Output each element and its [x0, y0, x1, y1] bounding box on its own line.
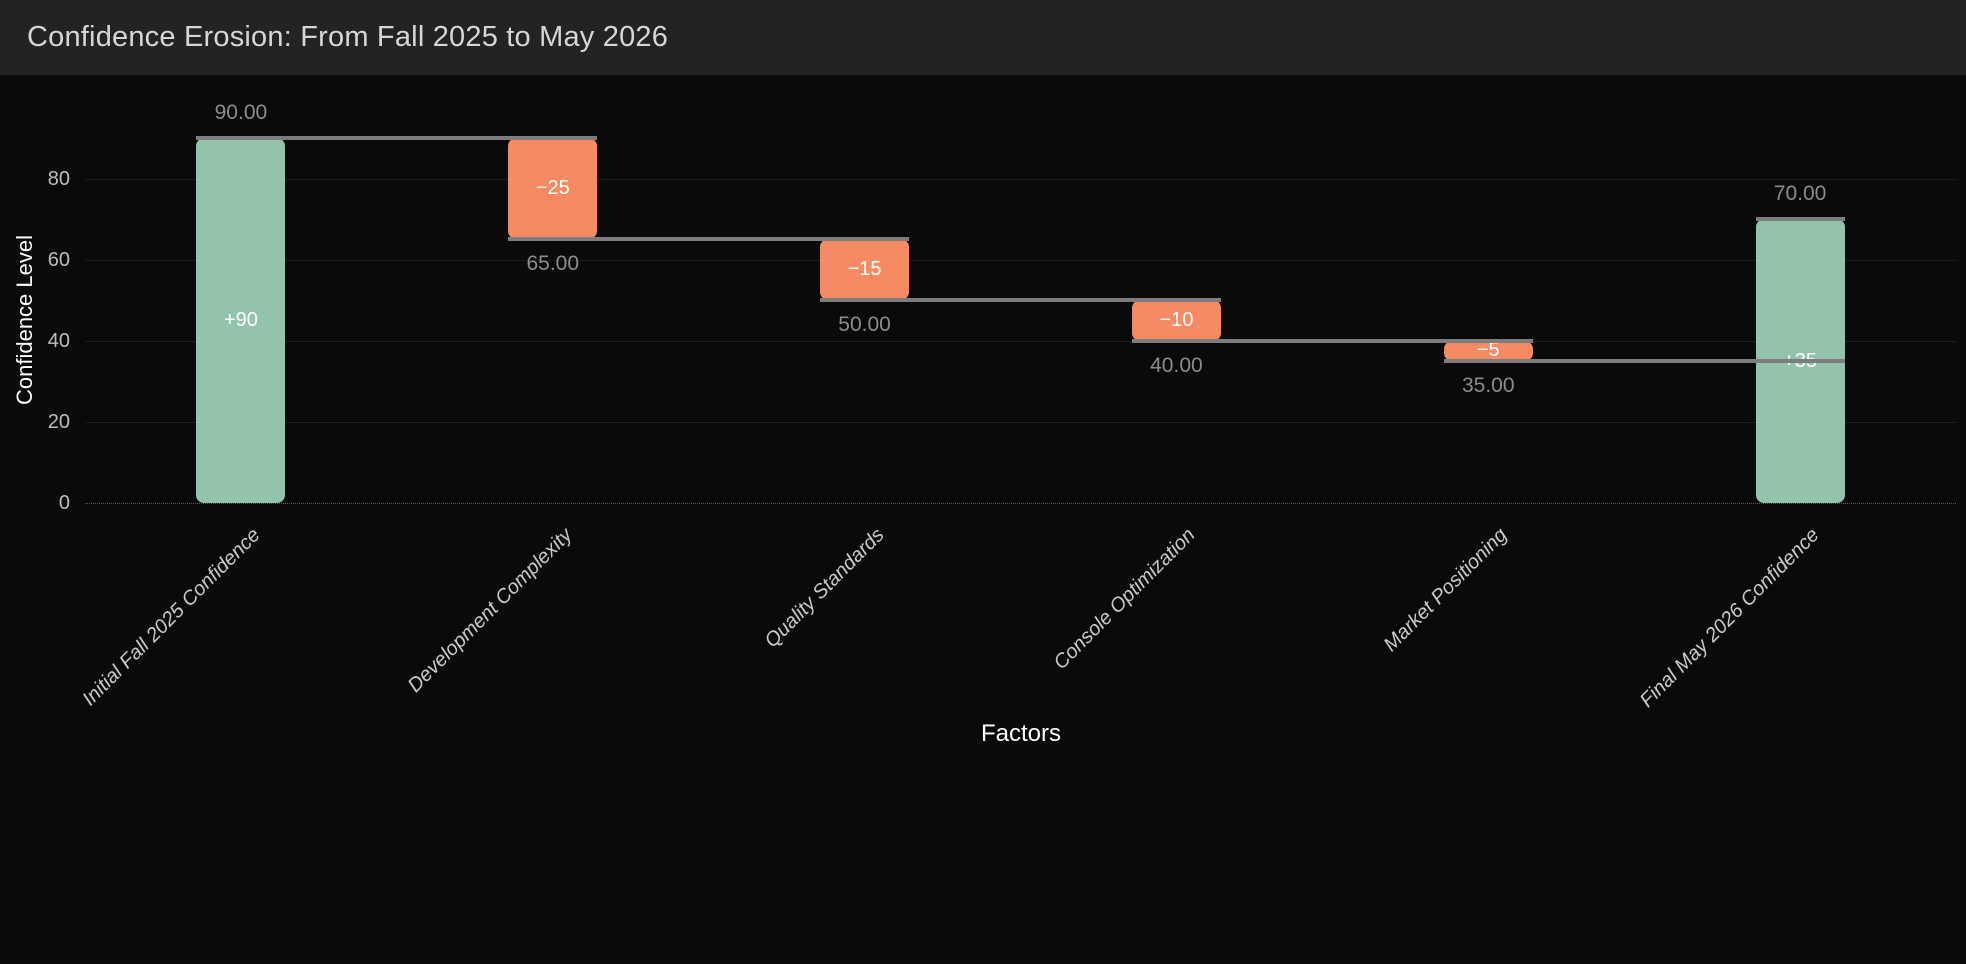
connector-line	[508, 237, 910, 242]
gridline	[85, 341, 1956, 342]
waterfall-bar[interactable]: −15	[820, 239, 910, 301]
connector-line	[820, 298, 1221, 303]
gridline	[85, 422, 1956, 423]
y-tick-label: 0	[58, 492, 70, 514]
gridline	[85, 260, 1956, 261]
chart-title-bar: Confidence Erosion: From Fall 2025 to Ma…	[0, 0, 1966, 75]
waterfall-bar[interactable]: −5	[1443, 339, 1533, 362]
total-label: 65.00	[526, 252, 580, 276]
gridline	[85, 179, 1956, 180]
bar-value-label: −10	[1159, 308, 1194, 331]
x-tick-label: Initial Fall 2025 Confidence	[78, 524, 265, 711]
connector-line	[1131, 338, 1533, 343]
y-tick-label: 40	[47, 329, 70, 352]
x-axis-title: Factors	[980, 720, 1061, 747]
connector-line	[1443, 359, 1845, 364]
waterfall-bar[interactable]: −25	[508, 137, 598, 240]
total-label: 40.00	[1150, 353, 1203, 377]
bar-value-label: +90	[223, 308, 258, 331]
waterfall-bar[interactable]: +90	[196, 137, 286, 503]
bar-value-label: −15	[847, 258, 882, 281]
y-axis-title: Confidence Level	[12, 234, 37, 406]
zero-gridline	[85, 503, 1956, 504]
waterfall-chart: Confidence Level Factors 0 20 40 60 80 +90 90.…	[12, 100, 1956, 747]
y-tick-label: 80	[47, 167, 70, 190]
y-tick-label: 20	[47, 410, 70, 433]
total-label: 90.00	[214, 100, 268, 124]
y-tick-label: 60	[47, 248, 70, 271]
total-label: 35.00	[1461, 374, 1515, 398]
chart-title: Confidence Erosion: From Fall 2025 to Ma…	[27, 21, 669, 53]
total-label: 70.00	[1773, 182, 1827, 206]
waterfall-bar[interactable]: −10	[1131, 300, 1221, 341]
bar-value-label: −5	[1476, 339, 1500, 362]
total-label: 50.00	[838, 313, 891, 337]
connector-line	[196, 135, 598, 140]
connector-line	[1755, 217, 1845, 222]
bar-value-label: −25	[535, 177, 570, 200]
